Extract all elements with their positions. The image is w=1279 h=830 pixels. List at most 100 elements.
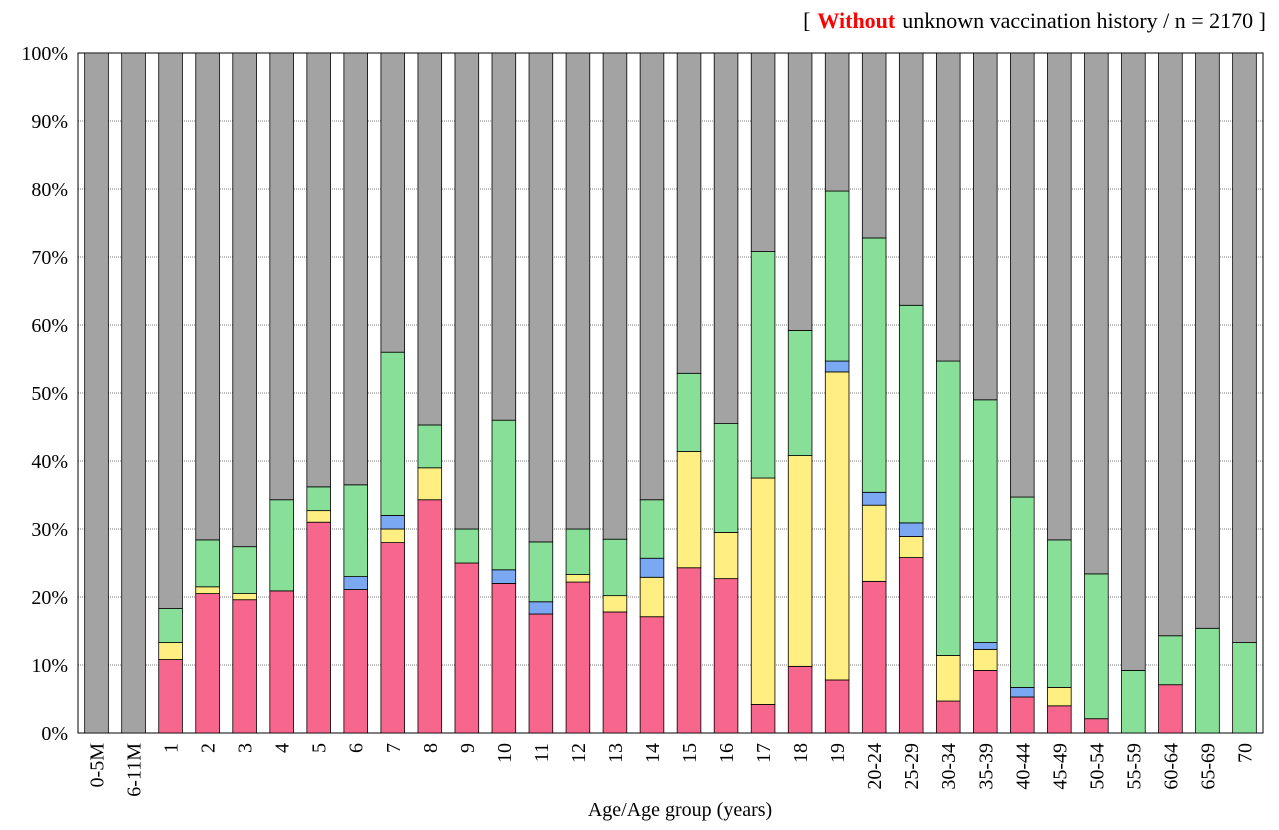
x-tick-label: 7 xyxy=(383,743,405,753)
bar-segment xyxy=(750,477,776,705)
bar-segment xyxy=(380,542,406,734)
bar-segment xyxy=(528,541,554,603)
x-tick-label: 13 xyxy=(605,743,627,763)
bar-segment xyxy=(1010,496,1035,688)
bar-segment xyxy=(898,304,924,524)
bar-segment xyxy=(602,595,628,613)
bar-segment xyxy=(824,190,850,362)
x-tick-label: 55-59 xyxy=(1123,743,1145,790)
bar-segment xyxy=(1084,52,1109,575)
x-axis-title: Age/Age group (years) xyxy=(588,799,772,821)
x-tick-label: 65-69 xyxy=(1197,743,1219,790)
bar-segment xyxy=(935,360,961,656)
bar-segment xyxy=(306,52,331,488)
bar-segment xyxy=(454,52,480,530)
bar-segment xyxy=(1084,573,1109,720)
bar-segment xyxy=(824,360,850,373)
y-tick-label: 70% xyxy=(31,247,68,269)
x-tick-label: 60-64 xyxy=(1160,743,1182,790)
bar-segment xyxy=(639,616,665,734)
bar-segment xyxy=(973,642,998,650)
bar-segment xyxy=(417,52,443,426)
bar-segment xyxy=(898,52,924,306)
bar-segment xyxy=(639,499,665,559)
x-tick-label: 10 xyxy=(494,743,516,763)
y-tick-label: 10% xyxy=(31,655,68,677)
y-tick-label: 90% xyxy=(31,111,68,133)
bar-segment xyxy=(639,576,665,618)
bar-segment xyxy=(195,586,220,594)
bar-segment xyxy=(973,670,998,734)
bar-segment xyxy=(1047,539,1072,688)
bar-segment xyxy=(1010,696,1035,734)
bar-segment xyxy=(676,52,702,374)
bar-segment xyxy=(787,330,813,456)
bar-segment xyxy=(1047,52,1072,541)
bar-segment xyxy=(269,499,294,592)
bar-segment xyxy=(935,700,961,734)
bar-segment xyxy=(861,237,887,493)
bar-segment xyxy=(84,52,109,734)
bar-segment xyxy=(824,52,850,192)
bar-segment xyxy=(898,557,924,734)
bar-segment xyxy=(232,599,257,734)
x-tick-label: 30-34 xyxy=(938,743,960,790)
bar-segment xyxy=(824,371,850,681)
bar-segment xyxy=(1010,687,1035,698)
bar-segment xyxy=(639,557,665,578)
bar-segment xyxy=(491,419,517,571)
bar-segment xyxy=(343,576,368,590)
bar-segment xyxy=(713,532,739,580)
bar-segment xyxy=(306,486,331,512)
bar-segment xyxy=(232,593,257,601)
bar-segment xyxy=(602,52,628,540)
bar-segment xyxy=(417,424,443,469)
bar-segment xyxy=(1010,52,1035,498)
x-tick-label: 1 xyxy=(161,743,183,753)
x-tick-label: 11 xyxy=(531,743,553,762)
bar-segment xyxy=(491,569,517,584)
bar-segment xyxy=(750,52,776,252)
bar-segment xyxy=(713,578,739,734)
x-tick-label: 5 xyxy=(309,743,331,753)
x-tick-label: 40-44 xyxy=(1012,743,1034,790)
bar-segment xyxy=(528,601,554,615)
x-tick-label: 18 xyxy=(790,743,812,763)
x-tick-label: 3 xyxy=(235,743,257,753)
title-highlight: Without xyxy=(817,8,896,33)
bar-segment xyxy=(565,528,591,575)
bar-segment xyxy=(1047,687,1072,707)
x-tick-label: 16 xyxy=(716,743,738,763)
bar-segment xyxy=(380,515,406,530)
x-tick-label: 8 xyxy=(420,743,442,753)
bar-segment xyxy=(306,510,331,523)
bar-segment xyxy=(158,642,183,660)
bar-segment xyxy=(417,467,443,501)
bar-segment xyxy=(713,423,739,533)
x-tick-label: 25-29 xyxy=(901,743,923,790)
x-tick-label: 6 xyxy=(346,743,368,753)
bar-segment xyxy=(269,590,294,734)
bar-segment xyxy=(343,589,368,734)
y-tick-label: 20% xyxy=(31,587,68,609)
bar-segment xyxy=(1047,705,1072,734)
bar-segment xyxy=(787,52,813,331)
x-tick-label: 12 xyxy=(568,743,590,763)
bar-segment xyxy=(861,580,887,734)
y-tick-label: 0% xyxy=(41,723,68,745)
y-tick-label: 40% xyxy=(31,451,68,473)
bar-segment xyxy=(380,351,406,516)
bar-segment xyxy=(343,484,368,577)
bar-segment xyxy=(1158,635,1183,686)
bar-segment xyxy=(1084,718,1109,734)
y-tick-label: 30% xyxy=(31,519,68,541)
bar-segment xyxy=(1158,684,1183,734)
x-tick-label: 0-5M xyxy=(87,743,109,788)
bar-segment xyxy=(195,593,220,734)
y-tick-label: 80% xyxy=(31,179,68,201)
bar-segment xyxy=(973,399,998,643)
x-tick-label: 2 xyxy=(198,743,220,753)
x-tick-label: 35-39 xyxy=(975,743,997,790)
bar-segment xyxy=(824,679,850,734)
